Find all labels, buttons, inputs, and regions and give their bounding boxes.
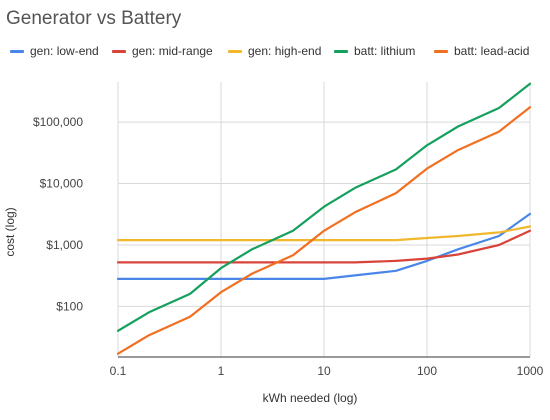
legend-label: batt: lithium	[354, 44, 416, 58]
legend-swatch	[10, 49, 24, 53]
legend-swatch	[334, 49, 348, 53]
legend-swatch	[228, 49, 242, 53]
legend-label: gen: mid-range	[132, 44, 213, 58]
x-tick-label: 10	[317, 364, 331, 378]
y-tick-label: $100	[56, 299, 83, 313]
legend: gen: low-end gen: mid-range gen: high-en…	[0, 44, 550, 64]
legend-item-gen-mid-range: gen: mid-range	[112, 44, 213, 58]
y-tick-label: $100,000	[33, 115, 83, 129]
x-axis-label: kWh needed (log)	[263, 391, 358, 405]
x-tick-label: 100	[417, 364, 437, 378]
series-line-batt-lithium	[116, 82, 532, 332]
grid	[117, 82, 531, 358]
legend-swatch	[434, 49, 448, 53]
legend-label: gen: high-end	[248, 44, 322, 58]
series-line-gen-mid-range	[116, 229, 532, 264]
tick-labels: 0.1 1 10 100 1000 $100 $1,000 $10,000 $100,000	[33, 115, 544, 378]
series-line-gen-high-end	[116, 225, 532, 242]
legend-label: gen: low-end	[30, 44, 99, 58]
y-tick-label: $10,000	[40, 177, 84, 191]
x-tick-label: 1000	[517, 364, 544, 378]
series-layer	[116, 82, 532, 355]
y-axis-label: cost (log)	[3, 207, 17, 256]
legend-item-gen-low-end: gen: low-end	[10, 44, 99, 58]
y-tick-label: $1,000	[46, 238, 83, 252]
legend-label: batt: lead-acid	[454, 44, 530, 58]
legend-item-batt-lead-acid: batt: lead-acid	[434, 44, 529, 58]
chart-title: Generator vs Battery	[6, 8, 182, 29]
legend-swatch	[112, 49, 126, 53]
series-line-gen-low-end	[116, 212, 532, 280]
legend-item-batt-lithium: batt: lithium	[334, 44, 415, 58]
x-tick-label: 1	[218, 364, 225, 378]
series-line-batt-lead-acid	[116, 106, 532, 355]
legend-item-gen-high-end: gen: high-end	[228, 44, 321, 58]
x-tick-label: 0.1	[110, 364, 127, 378]
